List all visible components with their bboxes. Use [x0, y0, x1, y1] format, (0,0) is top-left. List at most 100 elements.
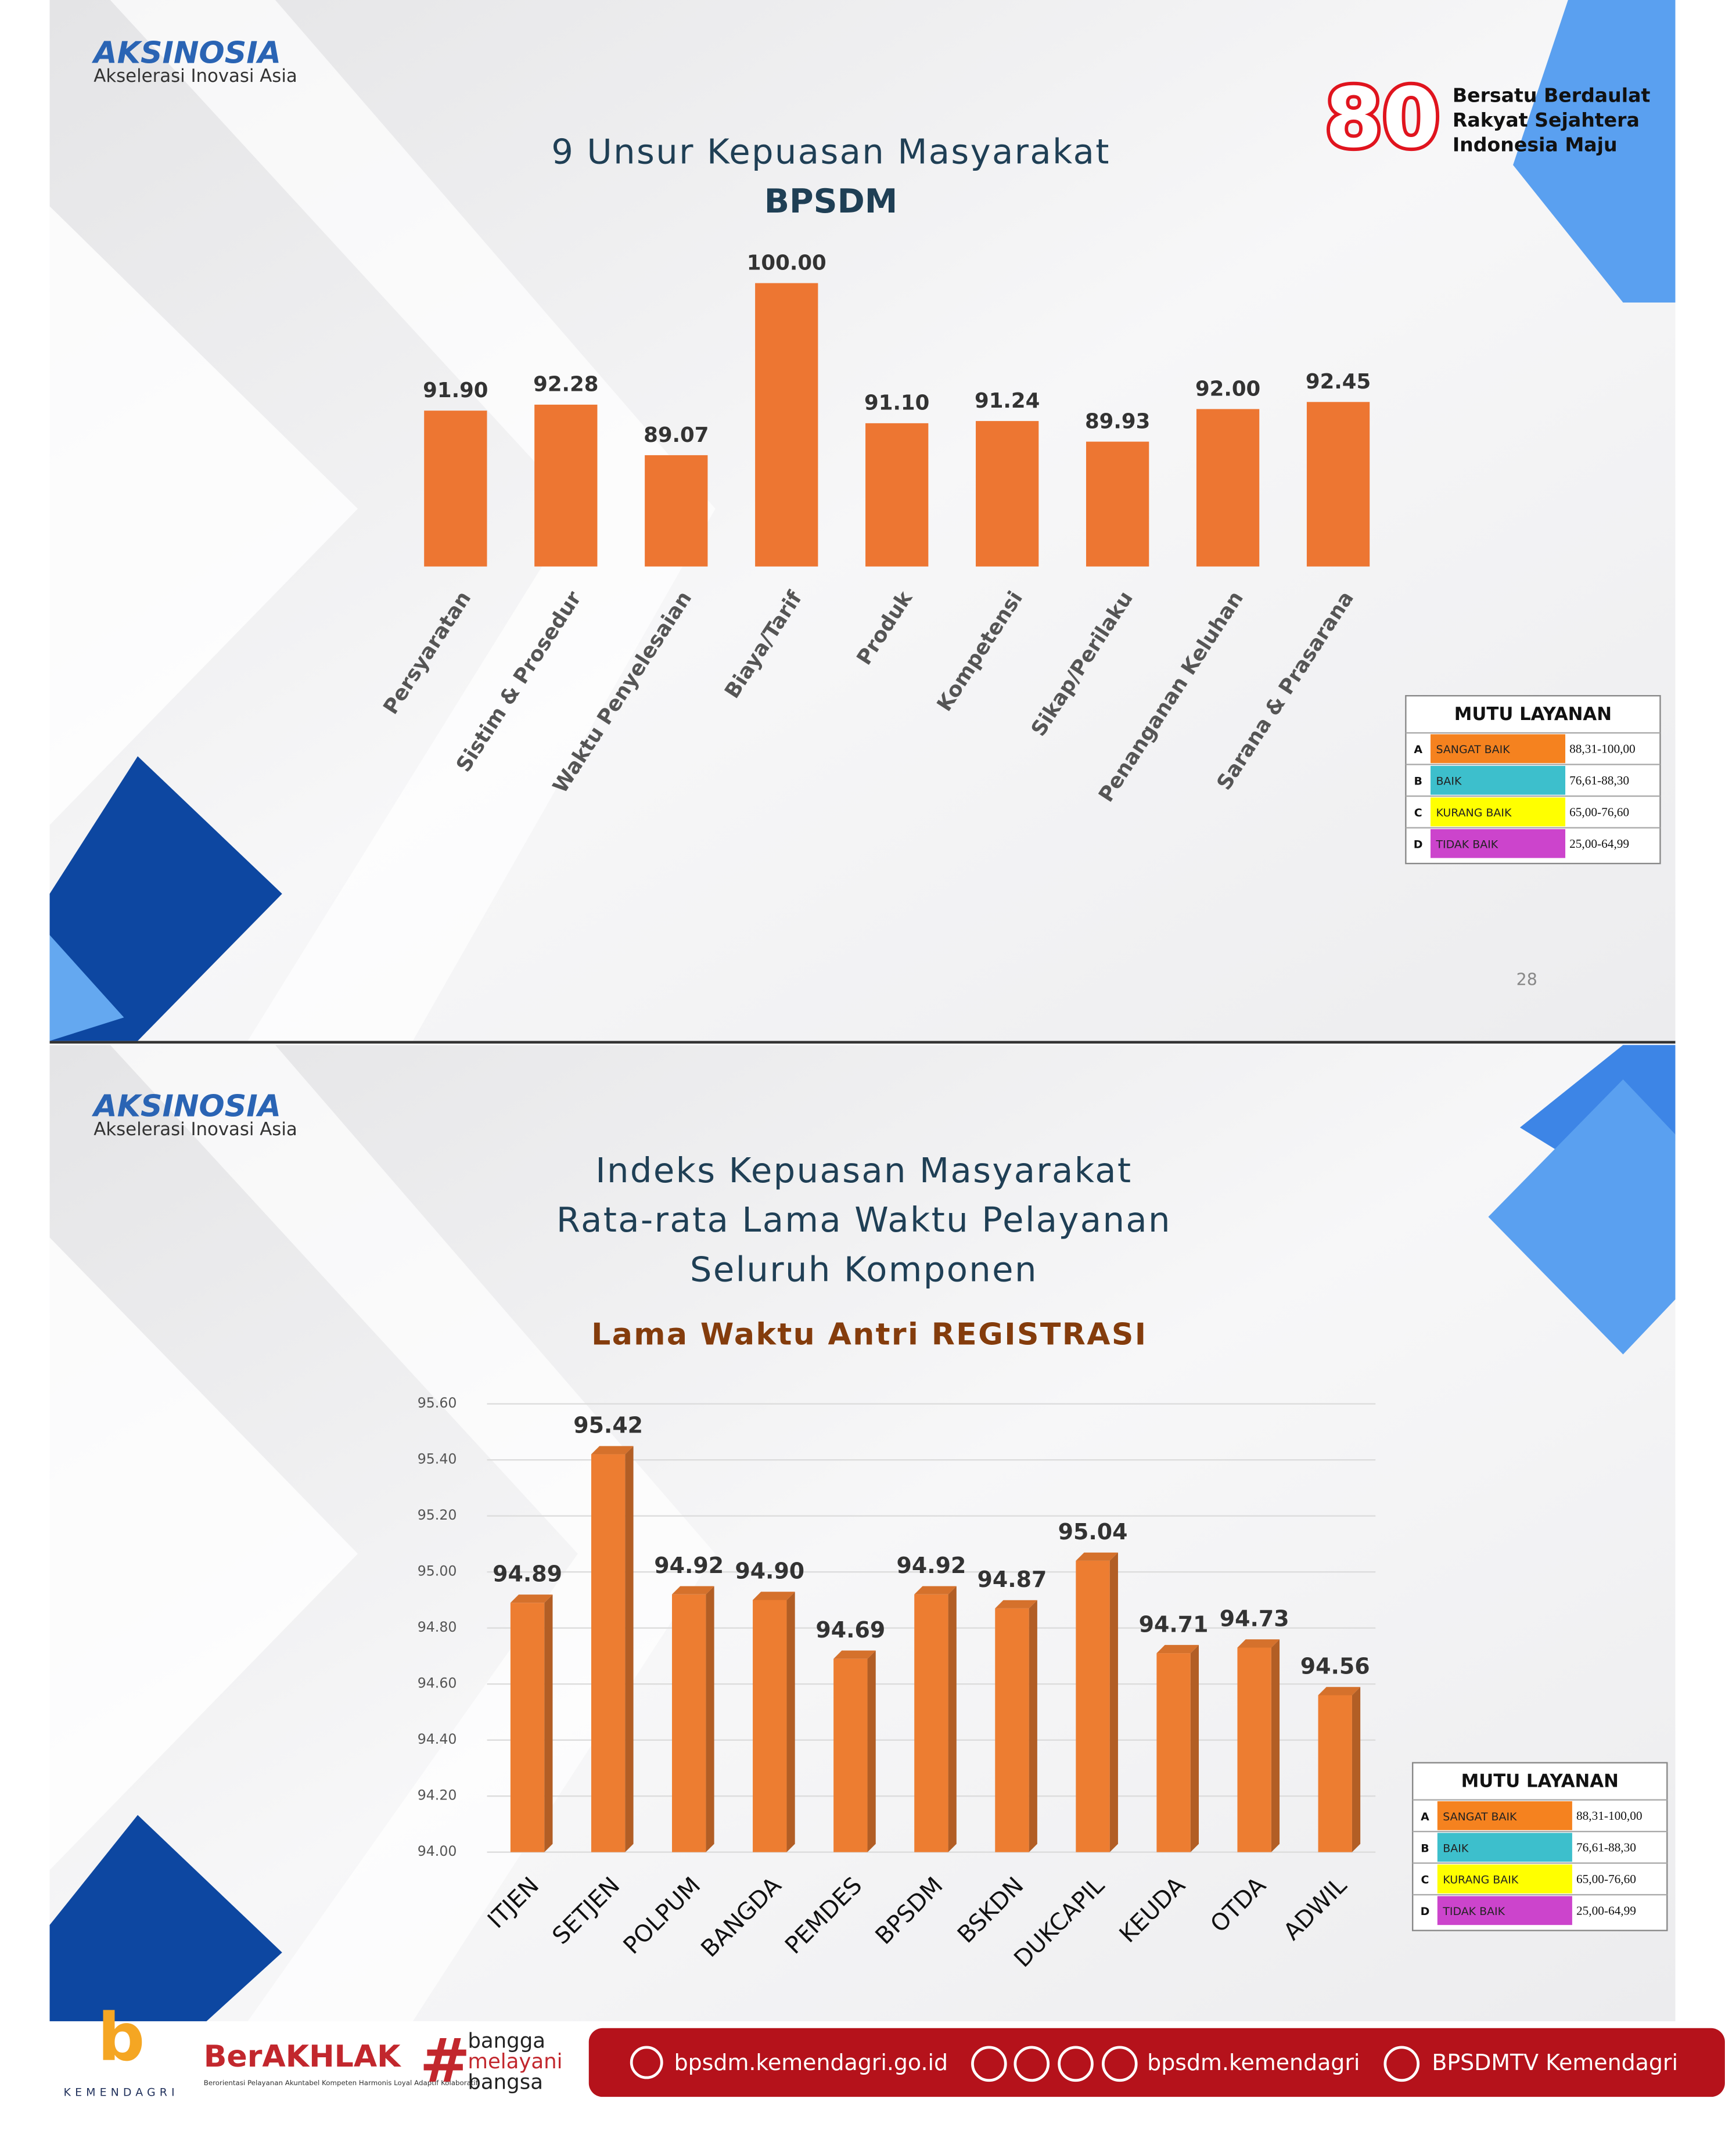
bar-side [1029, 1600, 1037, 1852]
logo: AKSINOSIA [91, 36, 281, 71]
berakhlak-sub: Berorientasi Pelayanan Akuntabel Kompete… [204, 2079, 479, 2087]
logo: AKSINOSIA [91, 1089, 281, 1124]
legend-swatch [1430, 734, 1566, 764]
badge: 80 [1325, 70, 1440, 166]
bar [1237, 1639, 1280, 1852]
bar [914, 1586, 957, 1852]
hash: # [420, 2025, 470, 2096]
bar [833, 1650, 876, 1852]
data-label: 92.00 [1195, 377, 1260, 401]
bar-face [833, 1658, 868, 1852]
website[interactable]: bpsdm.kemendagri.go.id [674, 2050, 948, 2075]
data-label: 95.42 [573, 1413, 643, 1438]
y-tick-label: 94.00 [418, 1843, 457, 1859]
bar [976, 421, 1039, 567]
data-label: 89.93 [1085, 409, 1150, 433]
badge-text: Indonesia Maju [1453, 134, 1618, 156]
bar-side [948, 1586, 957, 1852]
youtube-icon[interactable] [1383, 2046, 1420, 2082]
legend-label: KURANG BAIK [1436, 807, 1512, 819]
bar-side [544, 1594, 553, 1852]
data-label: 94.56 [1300, 1654, 1370, 1679]
bar-side [1109, 1552, 1118, 1852]
facebook-icon[interactable] [1014, 2046, 1050, 2082]
bar-side [1190, 1644, 1199, 1852]
legend-range: 88,31-100,00 [1576, 1809, 1643, 1823]
y-tick-label: 95.60 [418, 1395, 457, 1411]
bar-side [867, 1650, 876, 1852]
chart-subtitle: Lama Waktu Antri REGISTRASI [591, 1318, 1147, 1352]
legend-code: C [1421, 1874, 1429, 1887]
bar-face [1306, 402, 1370, 567]
data-label: 91.24 [975, 389, 1040, 413]
bar-top [995, 1600, 1037, 1608]
chart-title: Seluruh Komponen [690, 1249, 1038, 1289]
social-handle[interactable]: bpsdm.kemendagri [1147, 2050, 1360, 2075]
diamond [49, 1815, 282, 2021]
bar [510, 1594, 553, 1852]
legend-label: SANGAT BAIK [1443, 1811, 1517, 1823]
legend-range: 65,00-76,60 [1576, 1872, 1636, 1886]
bar-face [1196, 409, 1260, 567]
bar-face [755, 283, 818, 567]
bar [1076, 1552, 1118, 1852]
badge-text: Rakyat Sejahtera [1453, 109, 1640, 131]
legend-title: MUTU LAYANAN [1461, 1770, 1619, 1791]
hashtag: bangsa [468, 2070, 543, 2094]
bar [534, 404, 598, 567]
bar-face [995, 1608, 1029, 1852]
instagram-icon[interactable] [1058, 2046, 1094, 2082]
chevron [49, 1237, 358, 1870]
bar-face [976, 421, 1039, 567]
bar-face [510, 1603, 545, 1852]
legend-label: TIDAK BAIK [1442, 1905, 1505, 1918]
web-icon [630, 2046, 663, 2079]
footer-org: KEMENDAGRI [64, 2086, 179, 2099]
bar [755, 283, 818, 567]
chart-title: 9 Unsur Kepuasan Masyarakat [551, 131, 1111, 171]
data-label: 100.00 [747, 251, 826, 275]
bar-face [1156, 1653, 1191, 1852]
bar [1318, 1687, 1361, 1852]
bar [645, 455, 708, 567]
data-label: 94.90 [735, 1558, 804, 1584]
y-tick-label: 94.20 [418, 1787, 457, 1804]
diamond [1488, 1079, 1676, 1355]
legend-range: 88,31-100,00 [1569, 742, 1636, 756]
footer-bar [588, 2028, 1725, 2097]
bar-face [1076, 1560, 1110, 1852]
bar [424, 411, 487, 567]
legend-range: 25,00-64,99 [1576, 1904, 1636, 1918]
bar-top [753, 1592, 795, 1600]
y-tick-label: 94.40 [418, 1731, 457, 1747]
data-label: 89.07 [644, 423, 709, 447]
chevron [49, 206, 358, 825]
y-tick-label: 95.00 [418, 1563, 457, 1579]
data-label: 94.92 [896, 1553, 966, 1578]
legend-label: BAIK [1436, 775, 1462, 788]
bar-side [786, 1592, 795, 1852]
y-tick-label: 94.60 [418, 1675, 457, 1691]
bar-face [865, 423, 929, 567]
bar-top [510, 1594, 553, 1603]
footer-logo-mark: b [98, 1999, 145, 2076]
y-tick-label: 95.40 [418, 1451, 457, 1467]
bar-face [914, 1594, 948, 1852]
tiktok-icon[interactable] [1102, 2046, 1138, 2082]
youtube[interactable]: BPSDMTV Kemendagri [1432, 2050, 1678, 2075]
bar-face [591, 1454, 626, 1852]
x-icon[interactable] [971, 2046, 1007, 2082]
data-label: 94.87 [977, 1567, 1047, 1592]
legend-code: A [1414, 743, 1422, 756]
bar [1156, 1644, 1199, 1852]
bar [1196, 409, 1260, 567]
legend-swatch [1437, 1801, 1572, 1830]
bar-top [1237, 1639, 1280, 1648]
bar-top [1076, 1552, 1118, 1561]
badge-text: Bersatu Berdaulat [1453, 84, 1651, 106]
legend-title: MUTU LAYANAN [1454, 704, 1612, 725]
berakhlak: BerAKHLAK [204, 2039, 401, 2074]
diamond [1513, 0, 1676, 303]
legend-code: A [1421, 1811, 1429, 1823]
